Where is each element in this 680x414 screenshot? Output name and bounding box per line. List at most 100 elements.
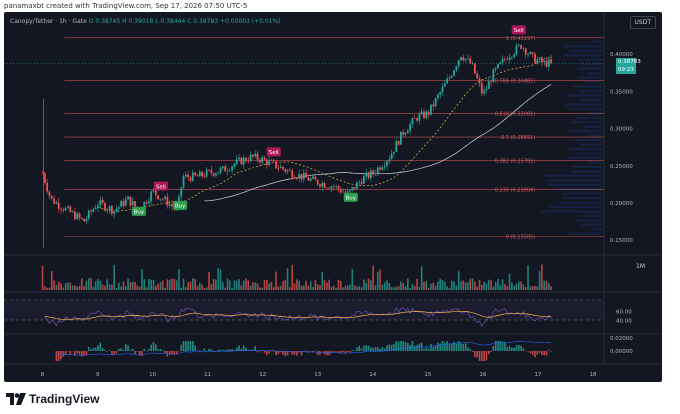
volume-bar	[319, 285, 321, 290]
volume-bar	[263, 279, 266, 290]
macd-histogram-bar	[462, 343, 465, 351]
candle-body	[154, 190, 157, 196]
macd-histogram-bar	[115, 351, 118, 354]
candle-body	[404, 133, 407, 135]
chart-frame[interactable]: 1 (0.42197) 0.786 (0.36485) 0.618 (0.32001…	[4, 12, 662, 382]
candle-body	[425, 111, 428, 118]
volume-bar	[194, 278, 196, 290]
volume-profile-bar	[569, 170, 602, 173]
volume-bar	[321, 272, 324, 290]
macd-histogram-bar	[483, 351, 485, 361]
volume-bar	[388, 282, 391, 290]
candle-body	[295, 178, 298, 179]
volume-bar	[131, 281, 134, 290]
volume-profile-bar	[567, 94, 602, 97]
volume-bar	[307, 285, 310, 290]
macd-histogram-bar	[279, 351, 282, 353]
volume-profile-bar	[579, 143, 602, 146]
candle-body	[494, 68, 497, 70]
volume-bar	[494, 282, 497, 290]
last-price-tag: 0.38783 09:23	[616, 58, 641, 75]
candle-body	[312, 176, 314, 179]
volume-bar	[312, 286, 314, 290]
candle-body	[441, 86, 444, 93]
volume-bar	[402, 282, 404, 290]
volume-bar	[173, 279, 176, 290]
volume-bar	[113, 264, 116, 290]
volume-profile-bar	[578, 76, 602, 79]
candle-body	[358, 181, 361, 183]
macd-histogram-bar	[404, 341, 407, 351]
macd-line	[56, 341, 552, 356]
candle-body	[448, 77, 451, 79]
volume-bar	[504, 284, 506, 290]
candle-body	[506, 59, 509, 60]
price-tick-label: 0.30000	[610, 127, 633, 133]
volume-bar	[161, 280, 164, 290]
macd-histogram-bar	[427, 348, 430, 351]
candle-body	[231, 166, 234, 171]
macd-histogram-bar	[113, 351, 116, 355]
macd-histogram-bar	[268, 351, 270, 354]
currency-button[interactable]: USDT	[629, 16, 656, 29]
candle-body	[73, 211, 76, 220]
candle-body	[55, 202, 58, 204]
macd-histogram-bar	[423, 349, 425, 351]
volume-bar	[71, 285, 74, 290]
candle-body	[430, 104, 432, 115]
chart-canvas[interactable]: 1 (0.42197) 0.786 (0.36485) 0.618 (0.32001…	[4, 12, 662, 382]
volume-profile-bar	[566, 130, 602, 133]
candle-body	[510, 56, 513, 58]
signal-label: Buy	[175, 204, 186, 210]
macd-tick-label: 0.02000	[610, 336, 633, 342]
symbol-title[interactable]: Canopy/Tether · 1h · Gate	[10, 18, 87, 25]
macd-histogram-bar	[111, 351, 113, 355]
macd-histogram-bar	[148, 349, 150, 351]
volume-bar	[441, 279, 444, 290]
volume-profile-bar	[571, 165, 602, 168]
volume-bar	[390, 286, 393, 290]
candle-body	[134, 201, 136, 207]
volume-bar	[448, 287, 451, 290]
volume-bar	[372, 265, 374, 290]
candle-body	[53, 198, 55, 204]
macd-histogram-bar	[307, 351, 310, 353]
volume-bar	[302, 285, 305, 290]
candles[interactable]	[41, 42, 553, 248]
candle-body	[367, 172, 370, 178]
macd-histogram-bar	[376, 347, 379, 351]
candle-body	[309, 178, 312, 181]
volume-bar	[455, 285, 458, 290]
macd-histogram-bar	[400, 341, 402, 351]
macd-histogram-bar	[434, 346, 437, 351]
tradingview-logo[interactable]: TradingView	[6, 392, 99, 406]
candle-body	[536, 59, 539, 63]
volume-bar	[501, 279, 504, 290]
candle-body	[168, 204, 171, 206]
candle-body	[41, 173, 44, 174]
candle-body	[258, 159, 261, 163]
volume-profile-bar	[581, 223, 602, 226]
candle-body	[117, 206, 120, 209]
candle-body	[517, 44, 520, 46]
volume-bar	[545, 281, 548, 290]
macd-histogram-bar	[81, 351, 83, 357]
volume-bar	[124, 286, 127, 290]
volume-bar	[46, 287, 48, 290]
volume-bar	[374, 285, 377, 290]
candle-body	[157, 195, 160, 200]
candle-body	[545, 60, 548, 67]
macd-histogram-bar	[143, 348, 146, 351]
volume-bar	[349, 284, 351, 290]
macd-histogram-bar	[339, 351, 342, 354]
ohlc-values: O 0.38745 H 0.39018 L 0.38444 C 0.38783 …	[88, 18, 281, 25]
volume-bar	[480, 284, 483, 290]
volume-profile-bar	[591, 228, 602, 231]
candle-body	[159, 198, 162, 200]
macd-histogram-bar	[529, 351, 532, 354]
macd-histogram-bar	[203, 348, 206, 351]
candle-body	[150, 191, 153, 202]
candle-body	[416, 118, 418, 121]
macd-histogram-bar	[511, 347, 513, 351]
macd-tick-label: 0.00000	[610, 349, 633, 355]
